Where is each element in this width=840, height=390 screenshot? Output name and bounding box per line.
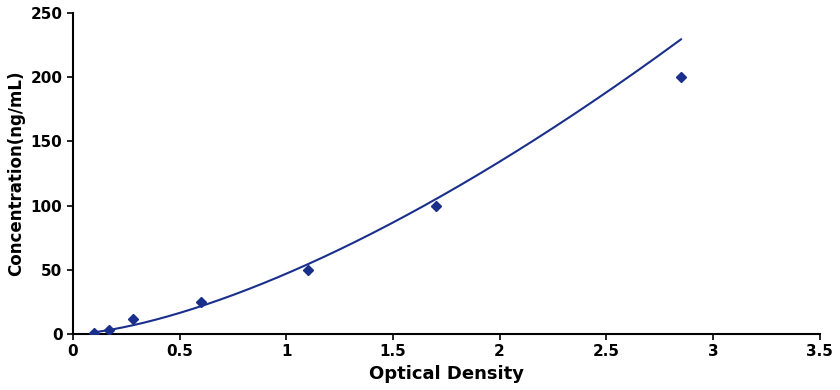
X-axis label: Optical Density: Optical Density — [369, 365, 524, 383]
Y-axis label: Concentration(ng/mL): Concentration(ng/mL) — [7, 71, 25, 276]
